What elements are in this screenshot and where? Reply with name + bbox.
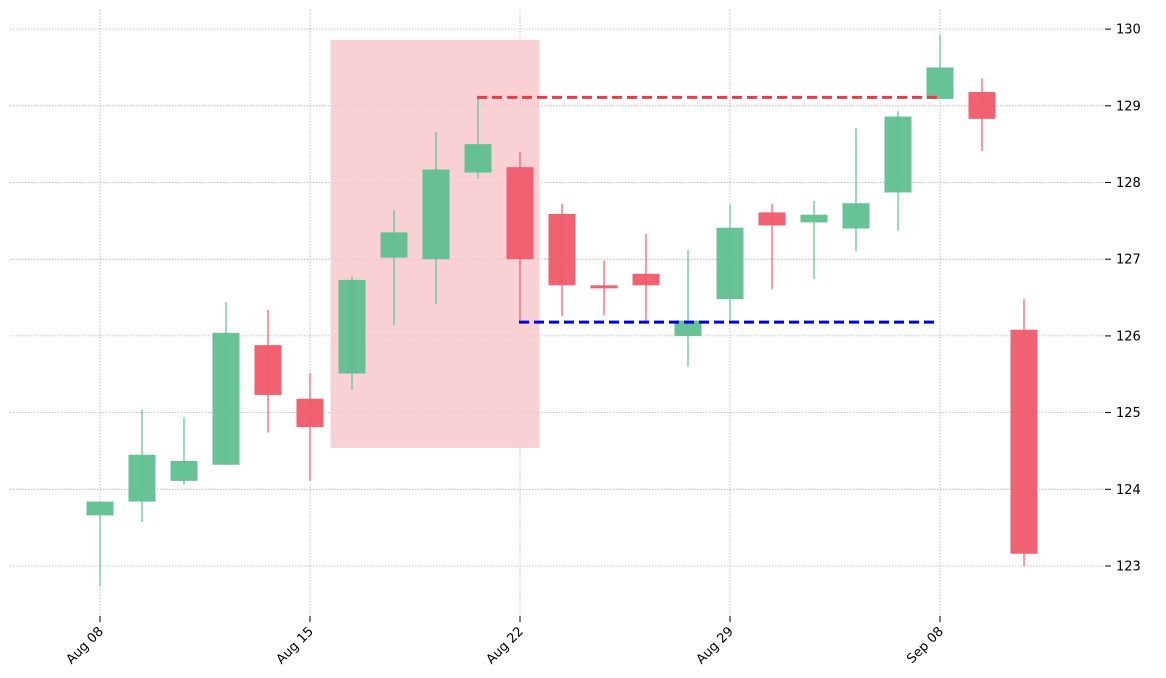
candle-body-up bbox=[128, 454, 156, 502]
y-tick-label: 125 bbox=[1116, 406, 1141, 421]
candle-body-up bbox=[422, 169, 450, 260]
candle-body-up bbox=[212, 332, 240, 465]
candle-body-down bbox=[548, 213, 576, 286]
candle-body-up bbox=[884, 116, 912, 193]
candle-body-down bbox=[758, 212, 786, 226]
y-tick-label: 124 bbox=[1116, 483, 1141, 498]
candle-body-up bbox=[800, 214, 828, 223]
candle-body-up bbox=[842, 203, 870, 229]
x-tick-label: Aug 15 bbox=[274, 624, 317, 667]
x-tick-label: Aug 08 bbox=[64, 624, 107, 667]
candle-body-up bbox=[338, 279, 366, 374]
y-tick-label: 129 bbox=[1116, 99, 1141, 114]
candle-body-up bbox=[464, 144, 492, 173]
levels-layer bbox=[477, 95, 938, 324]
candle-body-down bbox=[1010, 329, 1038, 554]
candle-body-down bbox=[968, 91, 996, 119]
candle-body-up bbox=[926, 67, 954, 99]
y-tick-label: 126 bbox=[1116, 329, 1141, 344]
candle-body-up bbox=[674, 320, 702, 336]
y-tick-label: 123 bbox=[1116, 560, 1141, 575]
candle-body-down bbox=[254, 345, 282, 395]
candle-body-up bbox=[86, 501, 114, 516]
y-tick-label: 130 bbox=[1116, 23, 1141, 38]
x-tick-label: Aug 22 bbox=[484, 624, 527, 667]
x-tick-label: Sep 08 bbox=[904, 624, 947, 667]
candle-body-up bbox=[716, 227, 744, 300]
x-tick-label: Aug 29 bbox=[694, 624, 737, 667]
candle-body-down bbox=[632, 273, 660, 286]
grid-lines bbox=[10, 10, 1104, 615]
candle-body-up bbox=[380, 232, 408, 258]
y-tick-label: 127 bbox=[1116, 253, 1141, 268]
candles-layer bbox=[86, 34, 1038, 586]
candle-body-up bbox=[170, 460, 198, 481]
y-tick-label: 128 bbox=[1116, 176, 1141, 191]
y-axis: 123 124 125 126 127 128 129 130 bbox=[1105, 23, 1141, 575]
x-axis: Aug 08 Aug 15 Aug 22 Aug 29 Sep 08 bbox=[64, 616, 947, 667]
candle-body-down bbox=[506, 167, 534, 260]
candle-body-down bbox=[296, 398, 324, 428]
candle-body-down bbox=[590, 285, 618, 289]
